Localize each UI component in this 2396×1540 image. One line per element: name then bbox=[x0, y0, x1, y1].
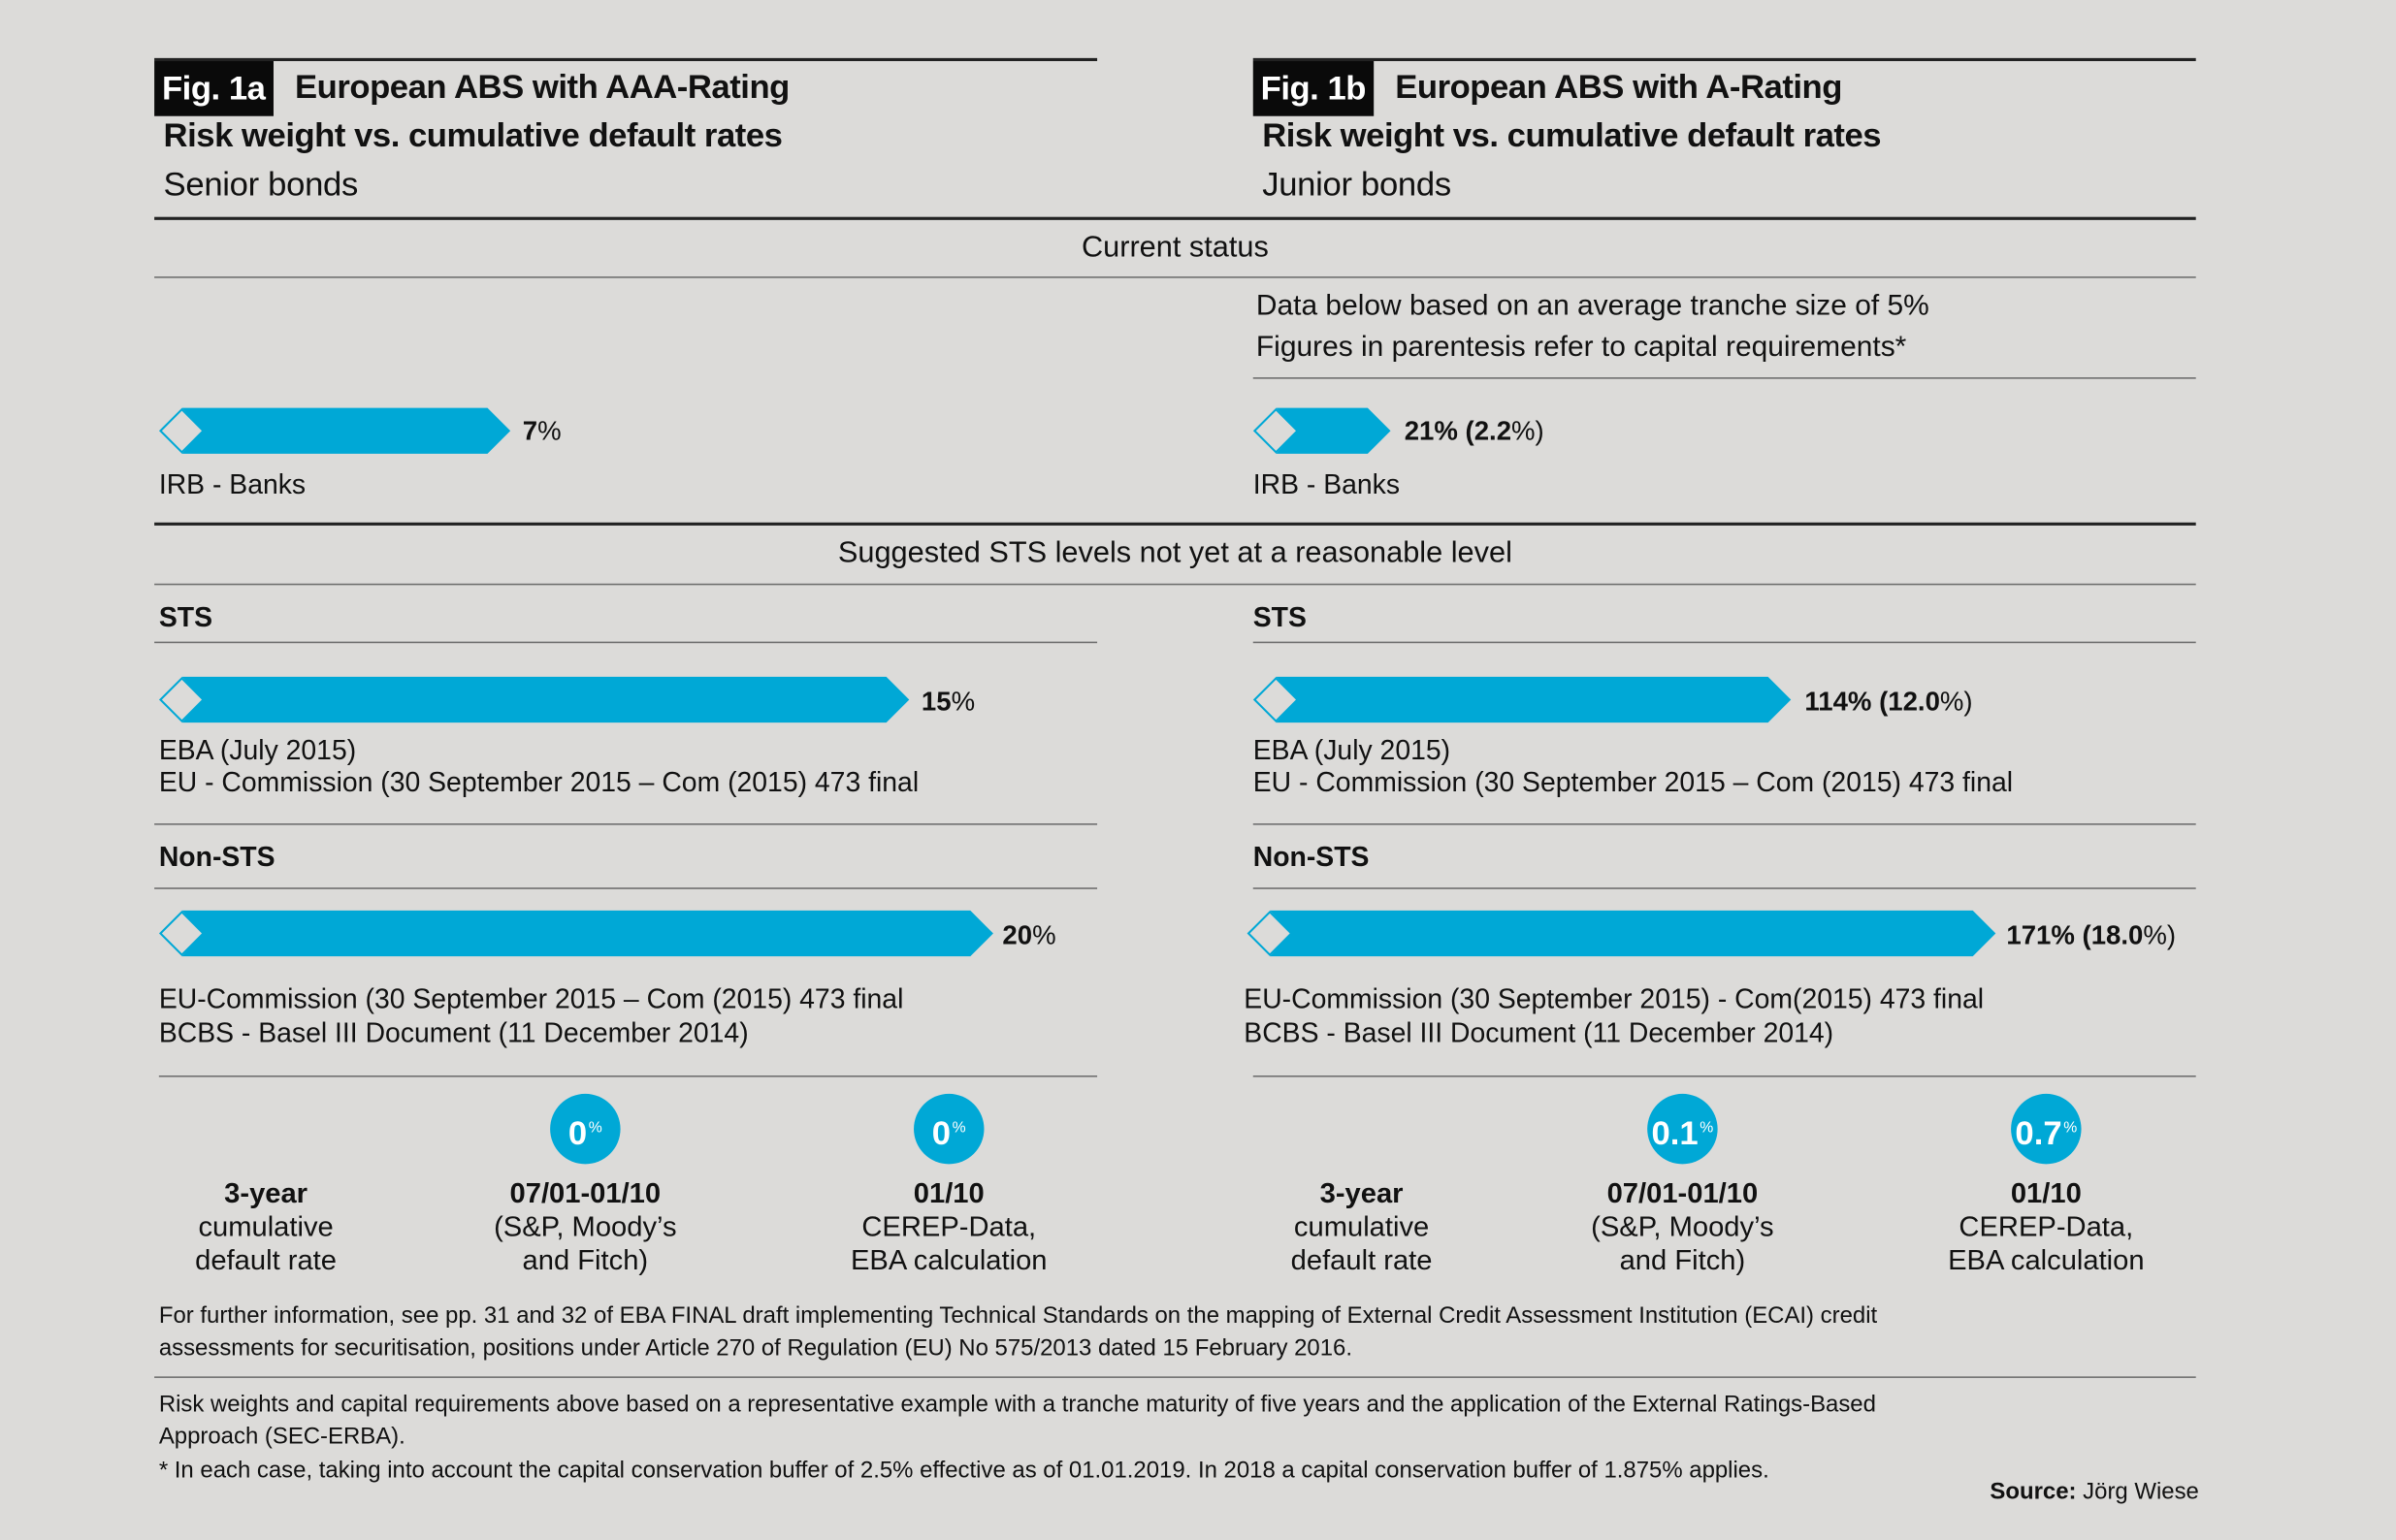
heading-sts-right: STS bbox=[1252, 601, 1307, 633]
diamond-marker bbox=[1252, 407, 1299, 454]
bar-nonsts-right bbox=[1247, 910, 1996, 957]
bar-arrow bbox=[1270, 910, 1996, 957]
divider bbox=[154, 823, 1098, 825]
section-current-status: Current status bbox=[1081, 230, 1269, 265]
title-right: European ABS with A-Rating bbox=[1395, 67, 1842, 106]
divider bbox=[154, 57, 1098, 62]
divider bbox=[154, 583, 2196, 586]
source-line: EBA (July 2015) bbox=[158, 734, 357, 766]
label-irb-right: IRB - Banks bbox=[1252, 468, 1401, 500]
source-line: EU - Commission (30 September 2015 – Com… bbox=[1252, 766, 2014, 798]
rate-source: 01/10 CEREP-Data, EBA calculation bbox=[850, 1175, 1048, 1276]
diamond-marker bbox=[1247, 911, 1293, 957]
diamond-marker bbox=[158, 676, 205, 722]
rate-source: 01/10 CEREP-Data, EBA calculation bbox=[1948, 1175, 2145, 1276]
divider bbox=[1252, 377, 2196, 379]
diamond-marker bbox=[1252, 676, 1299, 722]
footnote-line: Approach (SEC-ERBA). bbox=[158, 1424, 405, 1450]
divider bbox=[1252, 823, 2196, 825]
divider bbox=[154, 887, 1098, 889]
value-irb-right: 21% (2.2%) bbox=[1404, 415, 1544, 446]
bar-arrow bbox=[181, 910, 993, 957]
fig-label-right: Fig. 1b bbox=[1252, 61, 1374, 116]
rate-circle: 0.7% bbox=[2011, 1093, 2082, 1165]
value-irb-left: 7% bbox=[522, 415, 562, 446]
bar-arrow bbox=[181, 676, 910, 723]
heading-sts-left: STS bbox=[158, 601, 212, 633]
bar-arrow bbox=[1276, 676, 1792, 723]
value-sts-right: 114% (12.0%) bbox=[1804, 686, 1973, 717]
divider bbox=[154, 1376, 2196, 1378]
bond-type-left: Senior bonds bbox=[163, 165, 359, 204]
bar-nonsts-left bbox=[158, 910, 993, 957]
bar-sts-right bbox=[1252, 676, 1792, 723]
diamond-marker bbox=[158, 407, 205, 454]
value-nonsts-right: 171% (18.0%) bbox=[2006, 919, 2177, 950]
bar-irb-right bbox=[1252, 407, 1391, 454]
footnote-line: Risk weights and capital requirements ab… bbox=[158, 1392, 1876, 1418]
divider bbox=[154, 216, 2196, 220]
bar-sts-left bbox=[158, 676, 910, 723]
divider bbox=[1252, 641, 2196, 644]
label-irb-left: IRB - Banks bbox=[158, 468, 307, 500]
divider bbox=[158, 1075, 1098, 1077]
bond-type-right: Junior bonds bbox=[1262, 165, 1451, 204]
diamond-marker bbox=[158, 911, 205, 957]
divider bbox=[1252, 1075, 2196, 1077]
rate-circle: 0.1% bbox=[1647, 1093, 1718, 1165]
source-credit: Source: Jörg Wiese bbox=[1990, 1478, 2199, 1505]
footnote-line: assessments for securitisation, position… bbox=[158, 1334, 1353, 1362]
source-line: BCBS - Basel III Document (11 December 2… bbox=[1244, 1017, 1834, 1048]
subtitle-left: Risk weight vs. cumulative default rates bbox=[163, 115, 783, 155]
source-line: BCBS - Basel III Document (11 December 2… bbox=[158, 1017, 749, 1048]
section-suggested: Suggested STS levels not yet at a reason… bbox=[837, 535, 1512, 570]
heading-nonsts-right: Non-STS bbox=[1252, 841, 1370, 873]
note-line: Data below based on an average tranche s… bbox=[1255, 290, 1929, 323]
heading-nonsts-left: Non-STS bbox=[158, 841, 275, 873]
source-line: EBA (July 2015) bbox=[1252, 734, 1451, 766]
value-nonsts-left: 20% bbox=[1002, 919, 1056, 950]
bar-arrow bbox=[1276, 407, 1391, 454]
rate-circle: 0% bbox=[914, 1093, 985, 1165]
rate-source: 07/01-01/10 (S&P, Moody’s and Fitch) bbox=[494, 1175, 677, 1276]
rate-circle: 0% bbox=[550, 1093, 621, 1165]
bar-irb-left bbox=[158, 407, 511, 454]
bar-arrow bbox=[181, 407, 511, 454]
footnote-line: * In each case, taking into account the … bbox=[158, 1457, 1769, 1484]
divider bbox=[154, 276, 2196, 278]
source-line: EU-Commission (30 September 2015) - Com(… bbox=[1244, 983, 1985, 1014]
footnote-line: For further information, see pp. 31 and … bbox=[158, 1302, 1878, 1330]
rate-source: 07/01-01/10 (S&P, Moody’s and Fitch) bbox=[1591, 1175, 1774, 1276]
default-rate-label-right: 3-year cumulative default rate bbox=[1290, 1175, 1433, 1276]
default-rate-label-left: 3-year cumulative default rate bbox=[195, 1175, 338, 1276]
source-line: EU - Commission (30 September 2015 – Com… bbox=[158, 766, 920, 798]
divider bbox=[1252, 887, 2196, 889]
note-line: Figures in parentesis refer to capital r… bbox=[1255, 331, 1907, 364]
value-sts-left: 15% bbox=[921, 686, 976, 717]
source-line: EU-Commission (30 September 2015 – Com (… bbox=[158, 983, 904, 1014]
fig-label-left: Fig. 1a bbox=[154, 61, 274, 116]
subtitle-right: Risk weight vs. cumulative default rates bbox=[1262, 115, 1882, 155]
divider bbox=[1252, 57, 2196, 62]
divider bbox=[154, 522, 2196, 526]
divider bbox=[154, 641, 1098, 644]
title-left: European ABS with AAA-Rating bbox=[295, 67, 790, 106]
